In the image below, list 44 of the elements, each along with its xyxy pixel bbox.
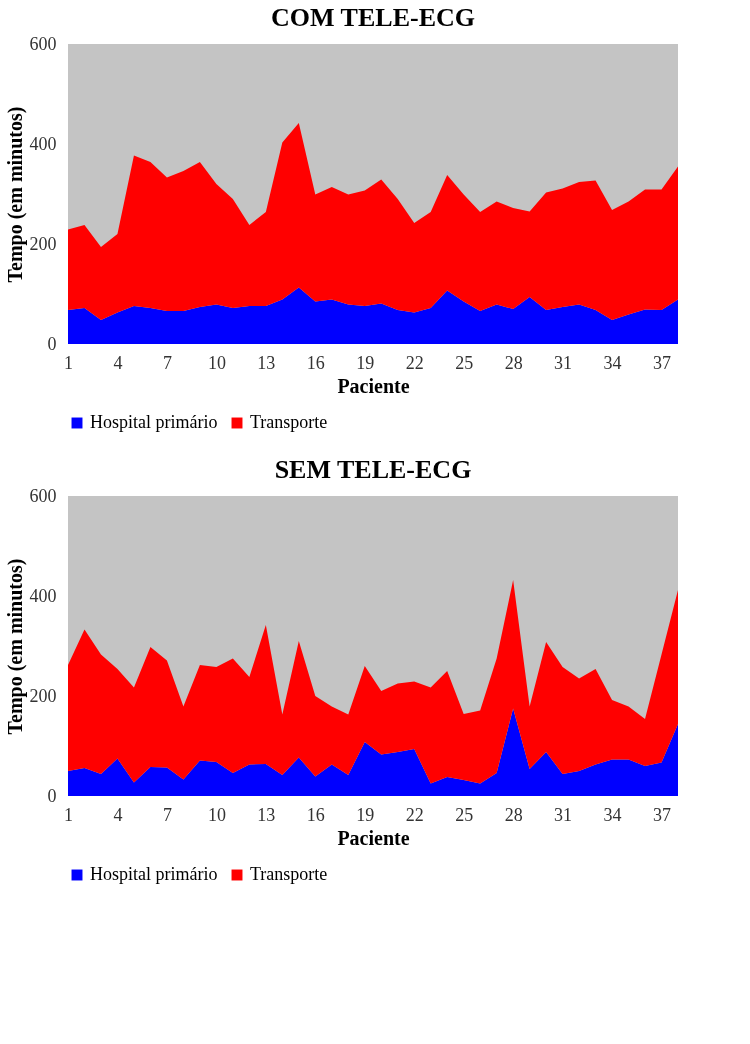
x-tick-label: 25 (455, 804, 474, 825)
legend-label: Hospital primário (90, 412, 218, 432)
x-tick-label: 1 (64, 804, 73, 825)
x-tick-label: 34 (603, 804, 622, 825)
chart-title: SEM TELE-ECG (274, 455, 472, 484)
y-tick-label: 600 (29, 33, 57, 54)
x-tick-label: 16 (306, 352, 325, 373)
x-tick-label: 7 (162, 352, 172, 373)
x-tick-label: 28 (504, 352, 523, 373)
x-tick-label: 34 (603, 352, 622, 373)
y-tick-label: 400 (29, 133, 57, 154)
x-tick-label: 13 (257, 352, 276, 373)
x-tick-label: 37 (653, 352, 672, 373)
x-tick-label: 10 (207, 804, 226, 825)
y-tick-label: 0 (47, 333, 57, 354)
x-tick-label: 25 (455, 352, 474, 373)
x-tick-label: 28 (504, 804, 523, 825)
x-tick-label: 16 (306, 804, 325, 825)
y-tick-label: 0 (47, 785, 57, 806)
y-tick-label: 200 (29, 685, 57, 706)
x-tick-label: 19 (356, 804, 375, 825)
x-tick-label: 1 (64, 352, 73, 373)
y-tick-label: 200 (29, 233, 57, 254)
x-axis-title: Paciente (337, 826, 410, 849)
chart-title: COM TELE-ECG (271, 3, 475, 32)
y-tick-label: 600 (29, 485, 57, 506)
legend-label: Transporte (250, 864, 328, 884)
x-tick-label: 7 (162, 804, 172, 825)
legend-label: Hospital primário (90, 864, 218, 884)
legend-label: Transporte (250, 412, 328, 432)
y-tick-label: 400 (29, 585, 57, 606)
x-tick-label: 10 (207, 352, 226, 373)
x-tick-label: 31 (554, 352, 573, 373)
x-tick-label: 37 (653, 804, 672, 825)
x-axis-title: Paciente (337, 374, 410, 397)
x-tick-label: 31 (554, 804, 573, 825)
y-axis-title: Tempo (em minutos) (3, 106, 27, 283)
x-tick-label: 13 (257, 804, 276, 825)
x-tick-label: 19 (356, 352, 375, 373)
x-tick-label: 4 (113, 352, 123, 373)
x-tick-label: 22 (405, 804, 424, 825)
y-axis-title: Tempo (em minutos) (3, 558, 27, 735)
x-tick-label: 22 (405, 352, 424, 373)
x-tick-label: 4 (113, 804, 123, 825)
